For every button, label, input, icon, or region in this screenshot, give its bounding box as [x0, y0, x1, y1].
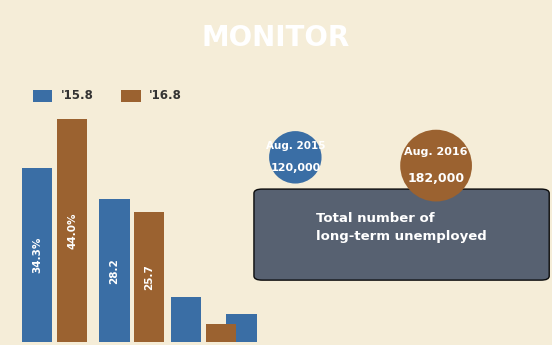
Text: 182,000: 182,000 [407, 171, 465, 185]
Text: Aug. 2015: Aug. 2015 [266, 141, 325, 151]
Text: 34.3%: 34.3% [32, 237, 43, 273]
Text: 28.2: 28.2 [109, 258, 120, 284]
Ellipse shape [400, 130, 472, 201]
Bar [57, 119, 87, 342]
Text: '15.8: '15.8 [61, 89, 94, 102]
Text: 44.0%: 44.0% [67, 212, 77, 249]
Text: 25.7: 25.7 [144, 264, 155, 290]
Bar [171, 297, 201, 342]
FancyBboxPatch shape [254, 189, 549, 280]
Text: '16.8: '16.8 [149, 89, 182, 102]
Ellipse shape [269, 131, 321, 184]
Bar [22, 168, 52, 342]
Text: MONITOR: MONITOR [202, 24, 350, 52]
Text: 120,000: 120,000 [270, 164, 321, 173]
Text: Aug. 2016: Aug. 2016 [404, 147, 468, 157]
Text: Total number of
long-term unemployed: Total number of long-term unemployed [316, 213, 487, 244]
Bar [226, 314, 257, 342]
Bar [134, 212, 164, 342]
Bar [33, 90, 52, 102]
Bar [121, 90, 141, 102]
Bar [99, 199, 130, 342]
Bar [206, 324, 236, 342]
